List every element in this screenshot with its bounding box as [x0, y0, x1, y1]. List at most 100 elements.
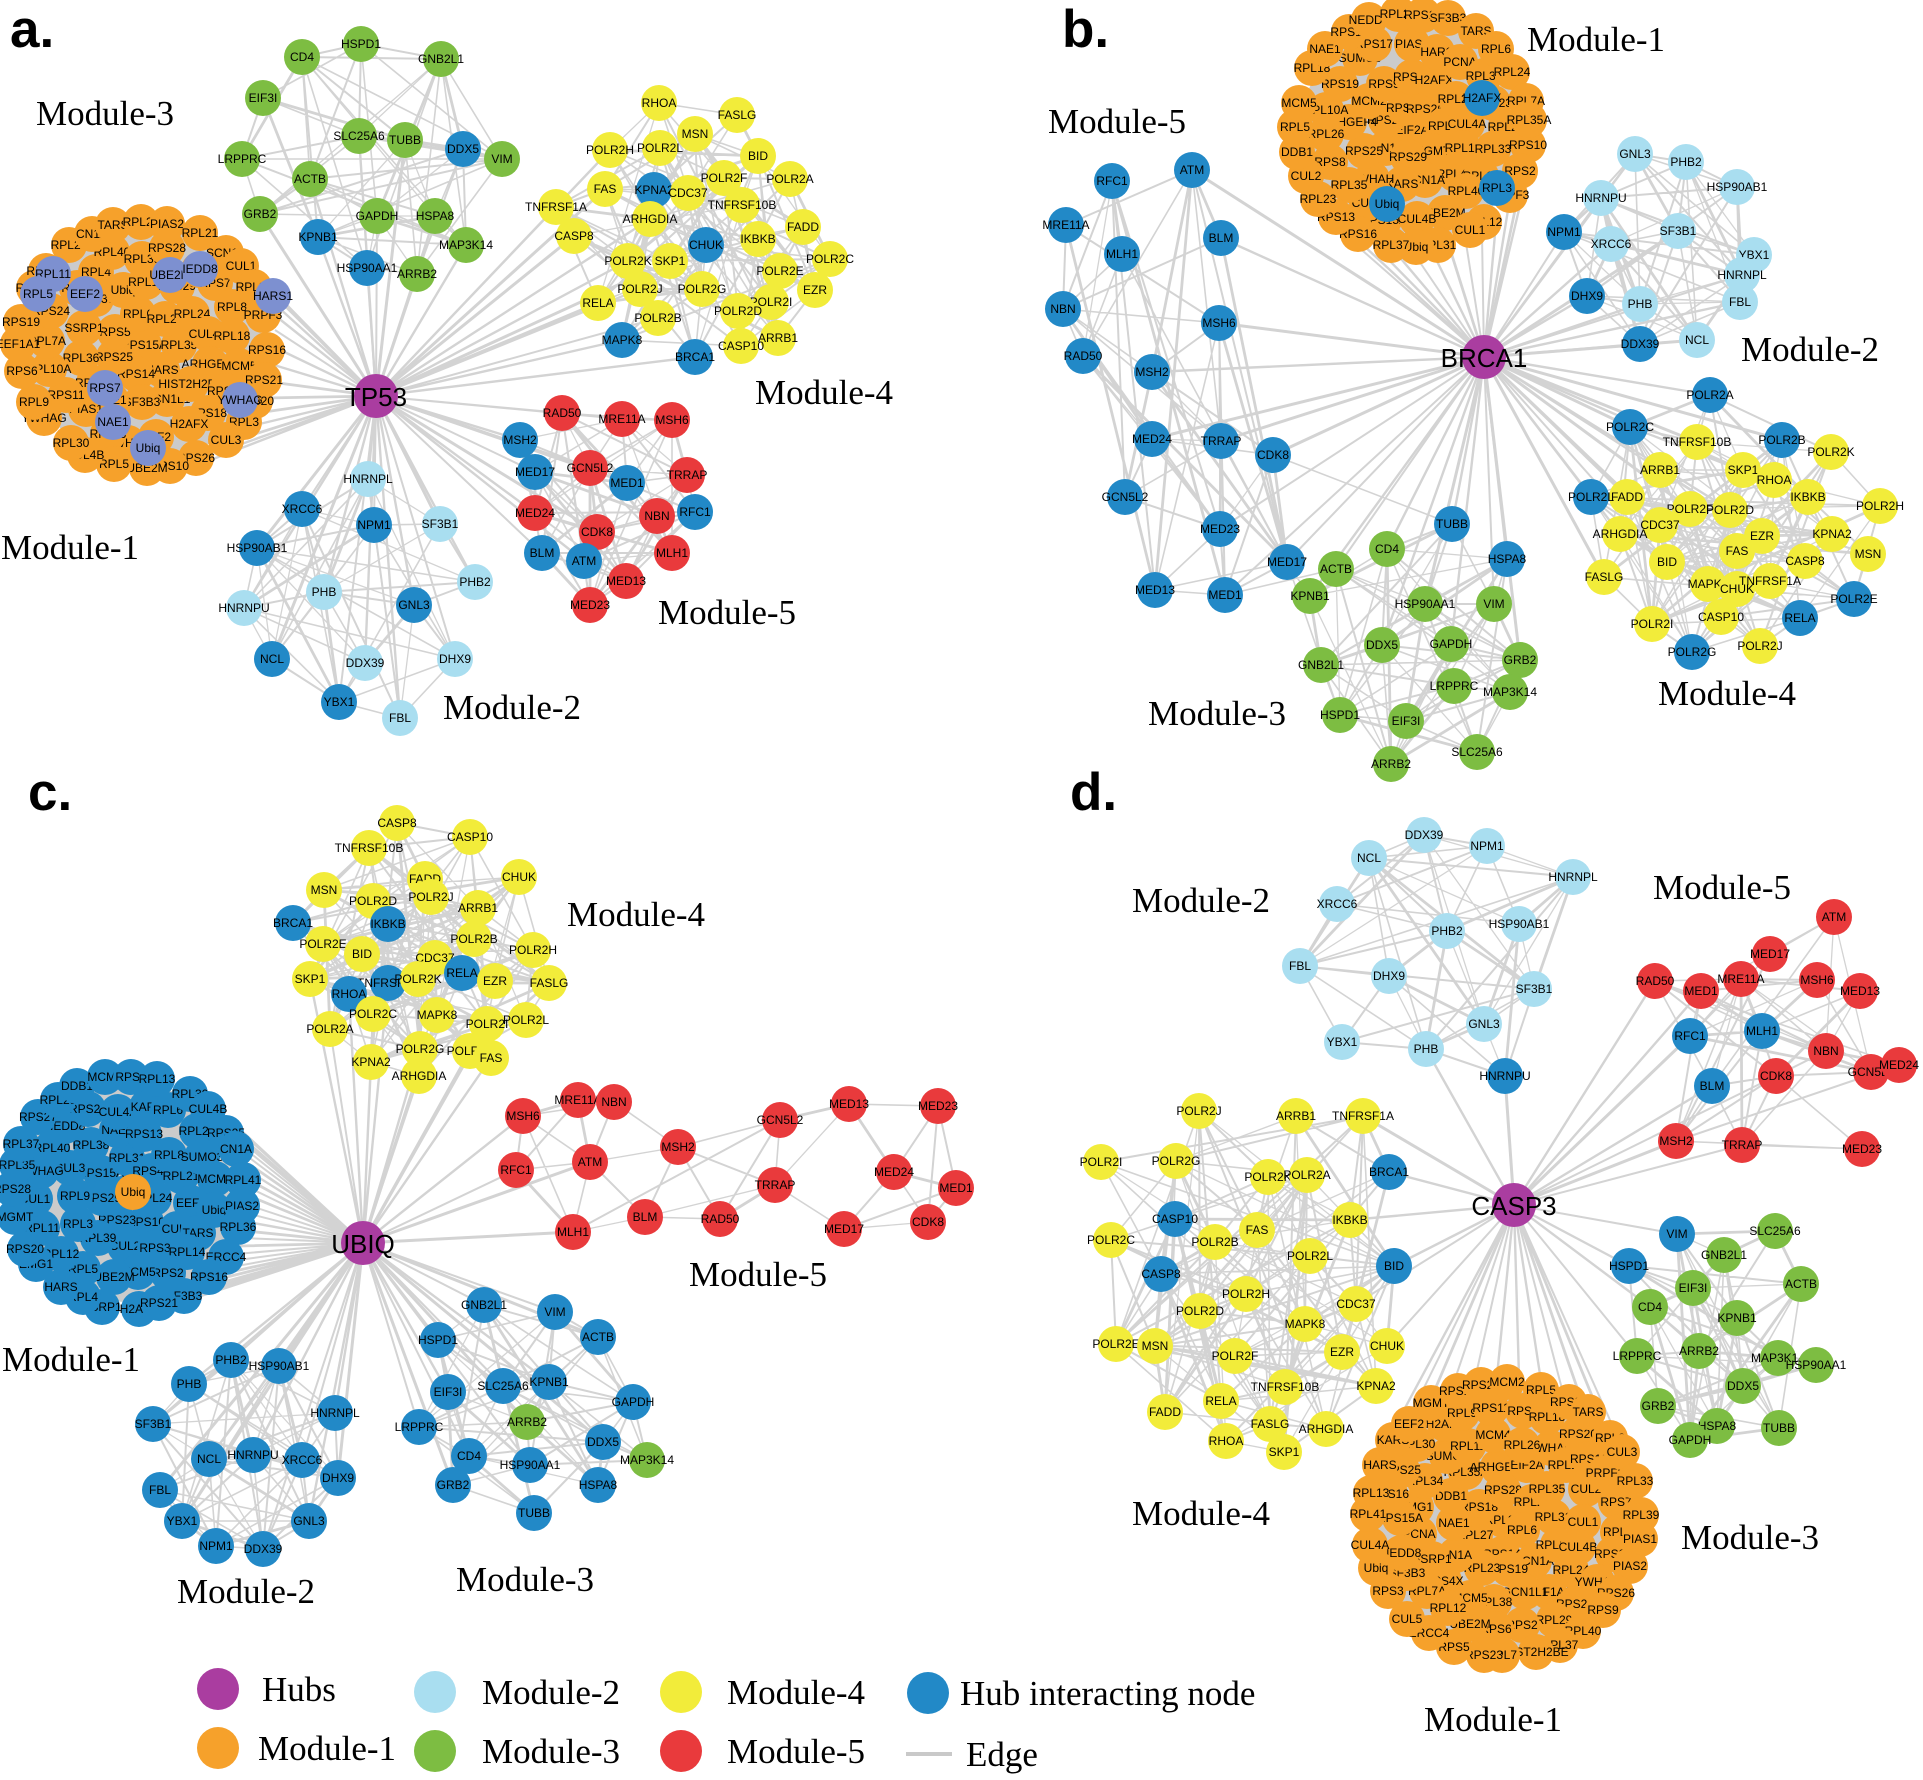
svg-text:NEDD8: NEDD8: [1381, 1546, 1422, 1560]
svg-text:BLM: BLM: [633, 1210, 658, 1224]
svg-text:Ubiq: Ubiq: [1364, 1561, 1389, 1575]
svg-text:GNL3: GNL3: [293, 1514, 325, 1528]
svg-text:POLR2D: POLR2D: [1176, 1304, 1224, 1318]
svg-text:RPS2: RPS2: [152, 1266, 184, 1280]
svg-text:SKP1: SKP1: [1269, 1445, 1300, 1459]
svg-text:Ubiq: Ubiq: [121, 1185, 146, 1199]
svg-text:NPM1: NPM1: [1547, 225, 1581, 239]
svg-text:RPL6: RPL6: [123, 307, 153, 321]
svg-text:RPL36: RPL36: [63, 351, 100, 365]
svg-text:NCL: NCL: [260, 652, 284, 666]
svg-text:RPS3: RPS3: [1372, 1584, 1404, 1598]
svg-text:POLR2E: POLR2E: [1092, 1337, 1139, 1351]
svg-text:HSP90AB1: HSP90AB1: [227, 541, 288, 555]
svg-text:MED1: MED1: [610, 476, 644, 490]
svg-text:GCN5L2: GCN5L2: [567, 461, 614, 475]
svg-text:POLR2E: POLR2E: [756, 264, 803, 278]
svg-text:Module-4: Module-4: [567, 895, 705, 934]
svg-text:POLR2I: POLR2I: [466, 1017, 509, 1031]
svg-text:Module-3: Module-3: [1148, 694, 1286, 733]
svg-text:TNFRSF10B: TNFRSF10B: [1251, 1380, 1320, 1394]
svg-text:DDX5: DDX5: [1366, 638, 1398, 652]
svg-text:EIF3I: EIF3I: [434, 1385, 463, 1399]
svg-text:SLC25A6: SLC25A6: [333, 129, 385, 143]
svg-text:SUMO3: SUMO3: [181, 1150, 224, 1164]
svg-text:POLR2C: POLR2C: [806, 252, 854, 266]
svg-text:RHOA: RHOA: [642, 96, 677, 110]
svg-text:POLR2F: POLR2F: [701, 171, 748, 185]
svg-text:POLR2H: POLR2H: [1856, 499, 1904, 513]
svg-text:MAPK8: MAPK8: [1285, 1317, 1326, 1331]
svg-text:Module-4: Module-4: [1658, 674, 1796, 713]
svg-text:RPL26: RPL26: [1308, 127, 1345, 141]
svg-text:HSPA8: HSPA8: [579, 1478, 618, 1492]
svg-text:DHX9: DHX9: [439, 652, 471, 666]
svg-text:RPS6: RPS6: [6, 364, 38, 378]
svg-text:PHB: PHB: [177, 1377, 202, 1391]
svg-text:Ubiq: Ubiq: [202, 1203, 227, 1217]
svg-text:IEDD8: IEDD8: [182, 262, 218, 276]
svg-text:MAP3K14: MAP3K14: [1751, 1351, 1805, 1365]
svg-text:MGMT: MGMT: [1413, 1396, 1450, 1410]
svg-text:Module-2: Module-2: [177, 1572, 315, 1611]
svg-text:DHX9: DHX9: [1571, 289, 1603, 303]
svg-text:RPL38: RPL38: [73, 1138, 110, 1152]
svg-text:NCL: NCL: [197, 1452, 221, 1466]
svg-text:Module-1: Module-1: [1, 528, 139, 567]
svg-text:KPNA2: KPNA2: [634, 183, 674, 197]
svg-text:POLR2J: POLR2J: [408, 890, 453, 904]
svg-text:RPS10: RPS10: [127, 1215, 165, 1229]
svg-text:LRPPRC: LRPPRC: [218, 152, 267, 166]
svg-text:CDK8: CDK8: [1760, 1069, 1792, 1083]
svg-text:ARRB1: ARRB1: [1276, 1109, 1316, 1123]
svg-text:RPS26: RPS26: [69, 1102, 107, 1116]
svg-text:TARS: TARS: [1572, 1405, 1603, 1419]
svg-text:DDX39: DDX39: [1405, 828, 1444, 842]
svg-text:LRPPRC: LRPPRC: [1613, 1349, 1662, 1363]
svg-text:RPS9: RPS9: [1368, 77, 1400, 91]
svg-text:GNB2L1: GNB2L1: [461, 1298, 507, 1312]
svg-text:MAP3K14: MAP3K14: [439, 238, 493, 252]
svg-text:CUL4A: CUL4A: [1448, 117, 1487, 131]
svg-text:POLR2C: POLR2C: [1087, 1233, 1135, 1247]
svg-text:Module-1: Module-1: [2, 1340, 140, 1379]
svg-text:LRPPRC: LRPPRC: [395, 1420, 444, 1434]
svg-text:RPL21: RPL21: [163, 1169, 200, 1183]
svg-text:DDX39: DDX39: [244, 1542, 283, 1556]
svg-text:EZR: EZR: [803, 283, 827, 297]
svg-text:MAPK8: MAPK8: [1688, 577, 1729, 591]
svg-text:BLM: BLM: [530, 546, 555, 560]
svg-text:ARRB1: ARRB1: [758, 331, 798, 345]
svg-text:MED17: MED17: [1267, 555, 1307, 569]
svg-text:Hubs: Hubs: [262, 1670, 336, 1709]
svg-text:NPM1: NPM1: [357, 518, 391, 532]
svg-text:Module-4: Module-4: [1132, 1494, 1270, 1533]
svg-text:ATM: ATM: [1180, 163, 1204, 177]
svg-text:TNFRSF10B: TNFRSF10B: [335, 841, 404, 855]
svg-text:TNFRSF10B: TNFRSF10B: [1663, 435, 1732, 449]
svg-text:POLR2A: POLR2A: [1686, 388, 1733, 402]
svg-text:RELA: RELA: [446, 966, 477, 980]
svg-text:BRCA1: BRCA1: [675, 350, 715, 364]
svg-text:ARHGDIA: ARHGDIA: [1593, 527, 1648, 541]
svg-text:CN1A: CN1A: [220, 1142, 252, 1156]
svg-text:TP53: TP53: [345, 382, 407, 412]
svg-text:RPS15A: RPS15A: [1377, 1511, 1423, 1525]
svg-text:MED1: MED1: [1684, 984, 1718, 998]
svg-text:POLR2K: POLR2K: [1807, 445, 1854, 459]
svg-text:DHX9: DHX9: [1373, 969, 1405, 983]
svg-text:TARS: TARS: [97, 218, 128, 232]
svg-text:RPL40: RPL40: [1448, 184, 1485, 198]
svg-text:Module-4: Module-4: [727, 1673, 865, 1712]
svg-text:EZR: EZR: [1750, 529, 1774, 543]
svg-text:POLR2I: POLR2I: [750, 295, 793, 309]
svg-text:GRB2: GRB2: [1642, 1399, 1675, 1413]
svg-text:Module-5: Module-5: [1048, 102, 1186, 141]
svg-text:MSN: MSN: [1855, 547, 1882, 561]
svg-text:POLR2L: POLR2L: [1287, 1249, 1333, 1263]
svg-text:RELA: RELA: [1205, 1394, 1236, 1408]
svg-text:FAS: FAS: [1246, 1223, 1269, 1237]
svg-text:RPL31: RPL31: [1535, 1510, 1572, 1524]
svg-text:MSN: MSN: [311, 883, 338, 897]
svg-text:NAE1: NAE1: [1438, 1516, 1470, 1530]
